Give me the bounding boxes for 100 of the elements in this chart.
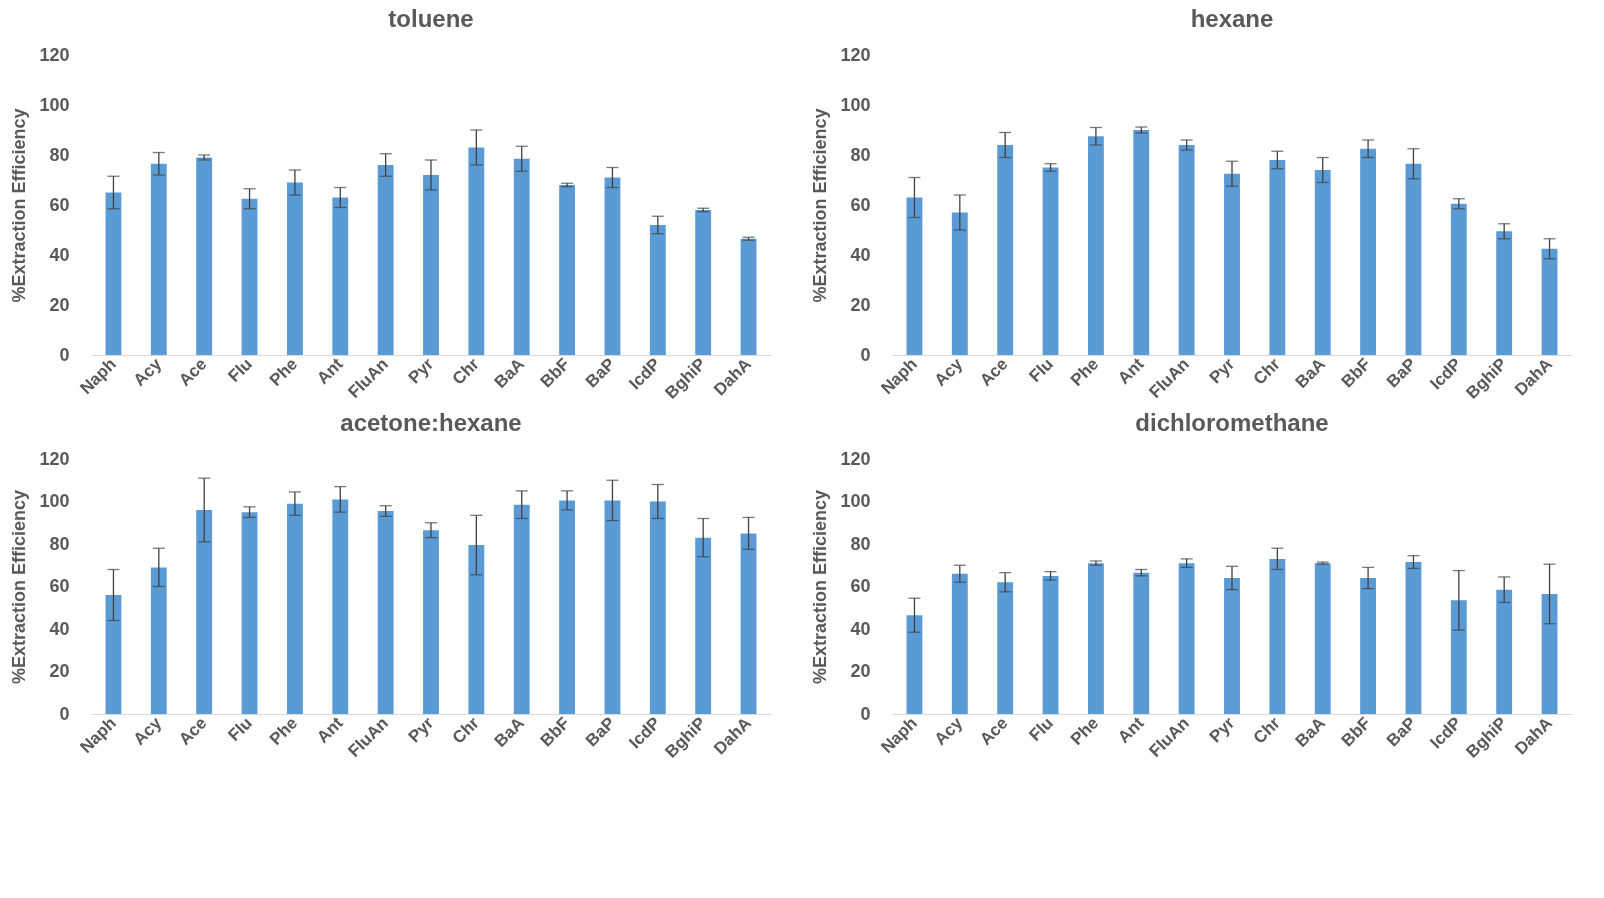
bar [105, 192, 122, 355]
y-axis-title: %Extraction Efficiency [9, 108, 30, 303]
y-tick-label: 80 [49, 144, 70, 165]
x-tick-label: Phe [1066, 713, 1103, 749]
bar [150, 163, 167, 355]
x-tick-label: Pyr [1205, 713, 1239, 747]
y-tick-label: 60 [850, 576, 871, 596]
chart-title: toluene [388, 5, 474, 32]
x-tick-label: Ace [175, 354, 211, 390]
bar [1224, 173, 1240, 355]
x-tick-label: Ace [976, 354, 1012, 390]
y-tick-label: 60 [49, 194, 70, 215]
y-tick-label: 20 [49, 294, 70, 315]
bar [377, 511, 394, 714]
y-tick-label: 40 [49, 618, 70, 639]
x-tick-label: Phe [265, 354, 302, 390]
bar [649, 501, 666, 714]
y-tick-label: 20 [850, 294, 871, 315]
bar [740, 533, 757, 714]
bar [105, 595, 122, 714]
x-tick-label: Acy [129, 354, 166, 390]
bar [513, 158, 530, 355]
y-tick-label: 80 [850, 533, 871, 554]
bar [906, 615, 923, 714]
bar [513, 504, 530, 714]
x-tick-label: Ant [313, 713, 347, 747]
bar [997, 582, 1014, 714]
y-tick-label: 0 [860, 344, 871, 365]
chart-title: hexane [1190, 5, 1274, 32]
y-tick-label: 120 [39, 44, 70, 65]
bar [241, 512, 258, 714]
bar [1450, 600, 1467, 714]
bar [604, 500, 621, 714]
x-tick-label: Chr [1249, 713, 1284, 748]
y-tick-label: 120 [840, 448, 871, 469]
y-tick-label: 80 [49, 533, 70, 554]
x-tick-label: Flu [224, 354, 256, 386]
y-tick-label: 60 [49, 576, 70, 596]
bar [695, 537, 712, 714]
y-tick-label: 0 [860, 703, 871, 724]
bar [1314, 170, 1331, 355]
y-tick-label: 120 [840, 44, 871, 65]
x-tick-label: BaA [490, 713, 529, 751]
chart-title: dichloromethane [1135, 409, 1329, 436]
bar [1450, 203, 1467, 355]
bar [1224, 578, 1240, 714]
bar [604, 177, 621, 355]
x-tick-label: Acy [930, 354, 967, 390]
y-tick-label: 40 [49, 244, 70, 265]
bar [423, 530, 439, 714]
x-tick-label: Acy [129, 713, 166, 749]
y-tick-label: 100 [840, 94, 871, 115]
bar [150, 567, 167, 714]
bar [332, 499, 349, 714]
x-tick-label: Pyr [1205, 354, 1239, 388]
bar [241, 198, 258, 355]
bar [1405, 562, 1422, 714]
y-tick-label: 20 [850, 661, 871, 681]
y-axis-title: %Extraction Efficiency [9, 489, 30, 685]
x-tick-label: Pyr [404, 713, 438, 747]
y-tick-label: 120 [39, 448, 70, 469]
y-tick-label: 0 [59, 344, 70, 365]
x-tick-label: Ace [976, 713, 1012, 749]
y-tick-label: 100 [39, 491, 70, 511]
bar [649, 225, 666, 355]
x-tick-label: Chr [448, 354, 483, 389]
x-tick-label: Flu [1025, 354, 1057, 386]
bar [1087, 136, 1104, 355]
y-tick-label: 20 [49, 661, 70, 681]
x-tick-label: Chr [448, 713, 483, 748]
bar [1178, 145, 1195, 355]
x-tick-label: Pyr [404, 354, 438, 388]
bar [1496, 231, 1513, 355]
x-tick-label: Flu [1025, 713, 1057, 745]
bar [332, 197, 349, 355]
bar [286, 182, 303, 355]
bar [196, 510, 213, 714]
x-tick-label: BaA [1291, 713, 1330, 751]
x-tick-label: Ace [175, 713, 211, 749]
y-tick-label: 40 [850, 244, 871, 265]
x-tick-label: BaA [490, 354, 529, 392]
bar [559, 500, 576, 714]
bar [1541, 248, 1558, 355]
chart-title: acetone:hexane [340, 409, 522, 436]
bar [951, 573, 968, 714]
x-tick-label: Flu [224, 713, 256, 745]
bar [1269, 160, 1286, 355]
x-tick-label: Ant [1114, 713, 1148, 747]
bar [468, 545, 485, 714]
y-axis-title: %Extraction Efficiency [810, 108, 831, 303]
x-tick-label: Phe [265, 713, 302, 749]
y-tick-label: 0 [59, 703, 70, 724]
bar [286, 503, 303, 714]
x-tick-label: Ant [313, 354, 347, 388]
x-tick-label: Acy [930, 713, 967, 749]
y-tick-label: 80 [850, 144, 871, 165]
x-tick-label: Ant [1114, 354, 1148, 388]
bar [1269, 558, 1286, 714]
bar [468, 147, 485, 355]
y-tick-label: 40 [850, 618, 871, 639]
